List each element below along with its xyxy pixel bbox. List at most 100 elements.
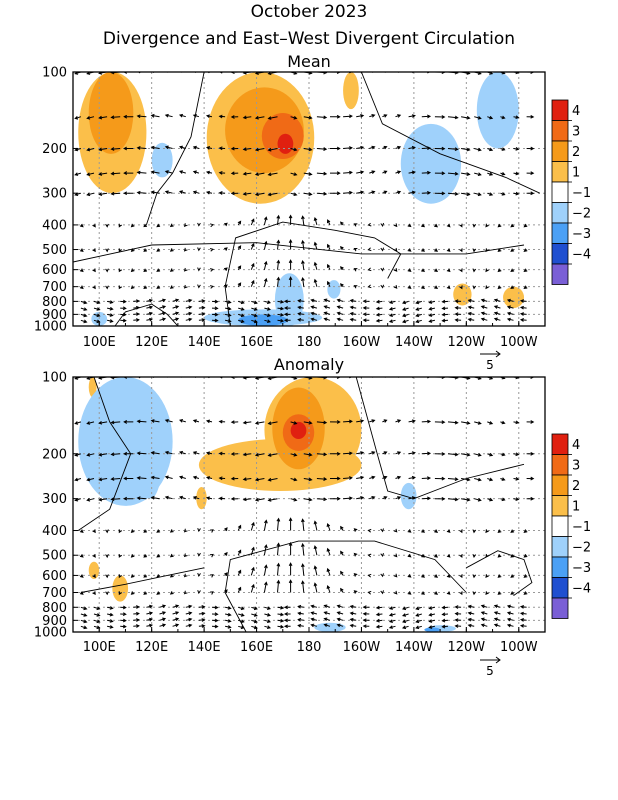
wind-vector bbox=[506, 604, 514, 609]
wind-vector bbox=[183, 247, 188, 252]
wind-vector bbox=[223, 247, 228, 251]
wind-vector bbox=[136, 451, 147, 456]
wind-vector bbox=[459, 574, 463, 579]
wind-vector bbox=[434, 452, 446, 456]
wind-vector bbox=[288, 541, 293, 556]
wind-vector bbox=[461, 497, 471, 502]
wind-vector bbox=[459, 268, 463, 273]
wind-vector bbox=[277, 605, 285, 610]
wind-vector bbox=[93, 313, 101, 318]
wind-vector bbox=[487, 497, 494, 502]
wind-vector bbox=[375, 605, 383, 610]
y-tick-label: 700 bbox=[42, 586, 67, 601]
wind-vector bbox=[510, 591, 515, 595]
wind-vector bbox=[369, 145, 376, 150]
wind-vector bbox=[218, 170, 226, 175]
wind-vector bbox=[301, 239, 305, 250]
wind-vector bbox=[185, 623, 193, 628]
wind-vector bbox=[487, 147, 494, 152]
wind-vector bbox=[459, 553, 463, 558]
wind-vector bbox=[209, 591, 214, 595]
wind-vector bbox=[192, 419, 200, 423]
divergence-region-11 bbox=[138, 421, 163, 499]
wind-vector bbox=[353, 572, 358, 577]
wind-vector bbox=[225, 319, 232, 323]
wind-vector bbox=[288, 259, 293, 270]
wind-vector bbox=[133, 305, 140, 310]
wind-vector bbox=[130, 529, 135, 534]
wind-vector bbox=[238, 619, 245, 624]
wind-vector bbox=[86, 147, 95, 152]
wind-vector bbox=[393, 223, 398, 228]
wind-vector bbox=[133, 312, 140, 316]
wind-vector bbox=[164, 495, 173, 500]
wind-vector bbox=[230, 452, 239, 456]
chart-subtitle: Divergence and East–West Divergent Circu… bbox=[102, 29, 516, 49]
wind-vector bbox=[290, 452, 298, 457]
colorbar: 4 3 2 1 −1 −2 −3 −4 bbox=[551, 99, 591, 285]
wind-vector bbox=[408, 496, 416, 500]
wind-vector bbox=[380, 222, 385, 227]
wind-vector bbox=[434, 496, 446, 501]
wind-vector bbox=[523, 223, 528, 228]
wind-vector bbox=[330, 496, 341, 501]
wind-vector bbox=[301, 276, 305, 287]
wind-vector bbox=[107, 606, 114, 610]
wind-vector bbox=[156, 574, 161, 578]
wind-vector bbox=[408, 170, 416, 175]
wind-vector bbox=[523, 574, 528, 578]
wind-vector bbox=[362, 299, 370, 304]
wind-vector bbox=[120, 318, 127, 323]
wind-vector bbox=[164, 475, 173, 480]
wind-vector bbox=[362, 306, 370, 310]
wind-vector bbox=[356, 419, 365, 423]
wind-vector bbox=[150, 495, 160, 500]
wind-vector bbox=[497, 591, 502, 595]
wind-vector bbox=[340, 246, 344, 250]
wind-vector bbox=[310, 311, 318, 316]
divergence-region-7 bbox=[343, 72, 359, 110]
wind-vector bbox=[393, 573, 398, 578]
wind-vector bbox=[301, 542, 305, 556]
wind-vector bbox=[461, 453, 471, 457]
wind-vector bbox=[230, 171, 239, 176]
colorbar-swatch bbox=[551, 474, 569, 496]
wind-vector bbox=[136, 190, 147, 195]
y-tick-label: 100 bbox=[42, 371, 67, 386]
wind-vector bbox=[467, 617, 475, 622]
wind-vector bbox=[343, 419, 353, 424]
wind-vector bbox=[382, 451, 388, 455]
wind-vector bbox=[219, 72, 226, 74]
wind-vector bbox=[254, 192, 265, 197]
wind-vector bbox=[369, 475, 376, 480]
wind-vector bbox=[105, 248, 109, 253]
wind-vector bbox=[197, 267, 201, 272]
colorbar-swatch bbox=[551, 536, 569, 558]
wind-vector bbox=[421, 419, 432, 424]
wind-vector bbox=[510, 248, 515, 252]
wind-vector bbox=[80, 319, 88, 324]
wind-vector bbox=[441, 312, 449, 317]
wind-vector bbox=[250, 218, 255, 226]
contour-line bbox=[360, 72, 540, 194]
wind-vector bbox=[421, 114, 432, 119]
wind-vector bbox=[156, 223, 161, 228]
colorbar-label: −3 bbox=[572, 561, 591, 576]
wind-vector bbox=[146, 317, 154, 322]
wind-vector bbox=[340, 221, 344, 226]
wind-vector bbox=[513, 147, 520, 151]
wind-vector bbox=[395, 496, 402, 500]
panel-anomaly: Anomaly 100E 120E 140E 160E 180 160W 140W 120W 10… bbox=[34, 355, 591, 678]
wind-vector bbox=[92, 553, 96, 558]
wind-vector bbox=[276, 239, 281, 250]
wind-vector bbox=[178, 113, 186, 118]
wind-vector bbox=[441, 624, 449, 629]
wind-vector bbox=[356, 496, 365, 500]
wind-vector bbox=[340, 283, 344, 288]
wind-vector bbox=[454, 618, 462, 622]
wind-vector bbox=[303, 172, 313, 176]
wind-vector bbox=[375, 612, 383, 617]
wind-vector bbox=[230, 115, 239, 119]
wind-vector bbox=[349, 298, 357, 303]
wind-vector bbox=[185, 604, 193, 609]
